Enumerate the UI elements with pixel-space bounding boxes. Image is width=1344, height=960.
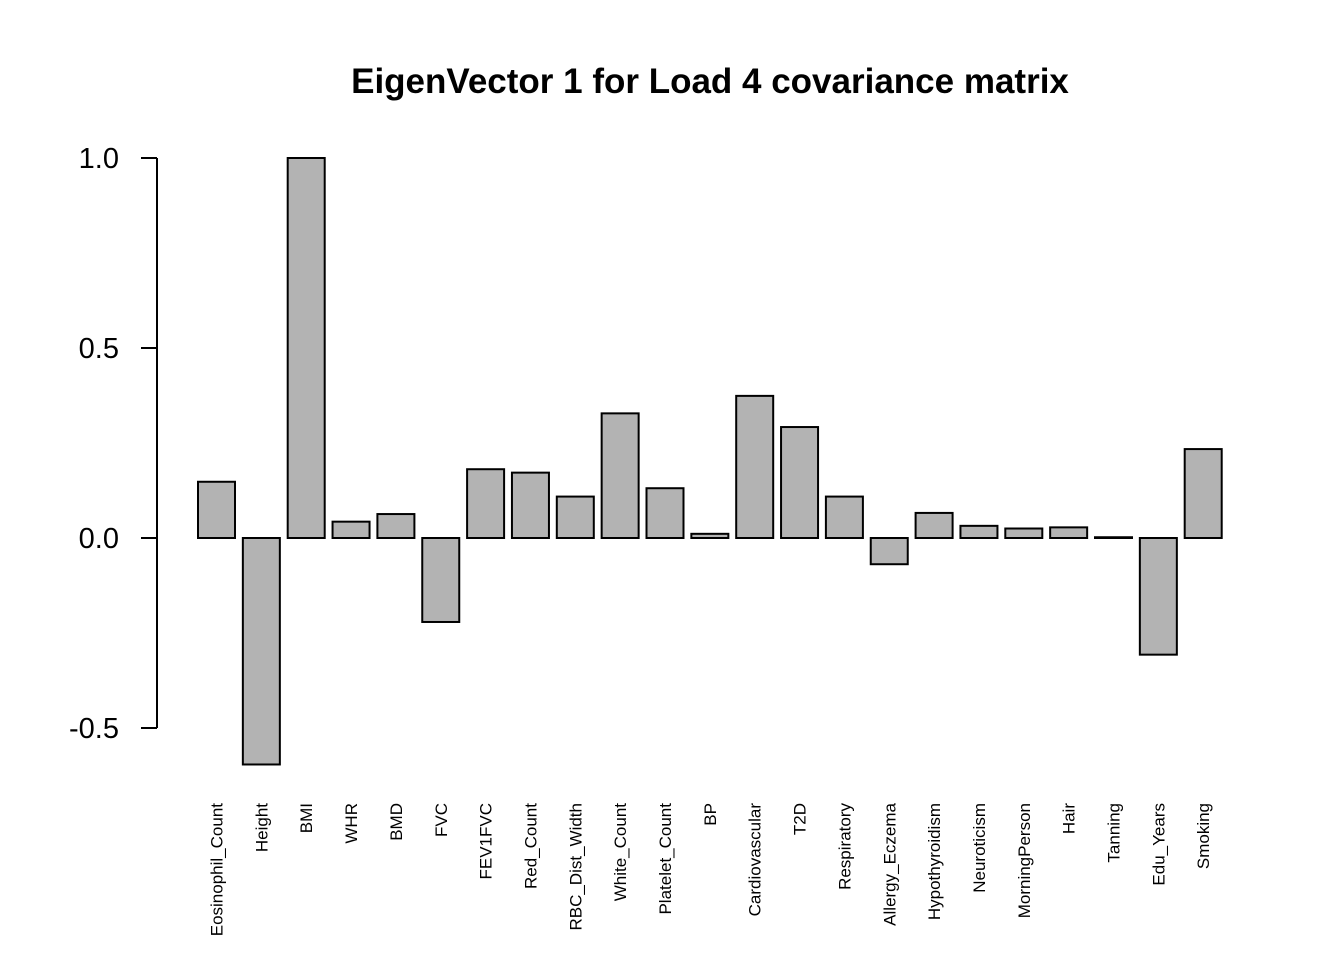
bar-bmd <box>376 513 416 539</box>
bar-cardiovascular <box>735 394 775 539</box>
bar-red-count <box>510 471 550 540</box>
bar-fev1fvc <box>466 468 506 539</box>
x-tick-label: MorningPerson <box>1015 803 1034 918</box>
y-tick-label: 1.0 <box>79 143 119 175</box>
y-axis: -0.5 0.0 0.5 1.0 <box>69 143 158 745</box>
bar-height <box>241 537 281 766</box>
x-tick-label: Allergy_Eczema <box>880 802 899 925</box>
x-tick-label: Edu_Years <box>1149 803 1168 886</box>
x-tick-label: Hypothyroidism <box>925 803 944 920</box>
x-tick-label: T2D <box>791 803 810 835</box>
x-tick-label: White_Count <box>611 803 630 902</box>
bar-bmi <box>286 157 326 539</box>
x-tick-label: Neuroticism <box>970 803 989 893</box>
x-tick-label: Tanning <box>1105 803 1124 863</box>
x-tick-label: FVC <box>432 803 451 837</box>
x-tick-label: Hair <box>1060 803 1079 835</box>
bar-bp <box>690 532 730 540</box>
bar-smoking <box>1183 448 1223 539</box>
x-tick-label: BMD <box>387 803 406 841</box>
bar-hypothyroidism <box>914 511 954 539</box>
bar-white-count <box>600 412 640 539</box>
x-tick-label: Eosinophil_Count <box>208 803 227 937</box>
bar-eosinophil-count <box>197 480 236 540</box>
y-tick-label: -0.5 <box>69 713 119 745</box>
x-tick-label: BMI <box>297 803 316 833</box>
x-tick-label: Respiratory <box>835 803 854 890</box>
bar-tanning <box>1094 536 1133 539</box>
y-tick-label: 0.0 <box>79 523 119 555</box>
chart-title: EigenVector 1 for Load 4 covariance matr… <box>351 62 1069 101</box>
bars <box>197 157 1223 766</box>
bar-neuroticism <box>959 524 999 540</box>
bar-morningperson <box>1004 527 1044 539</box>
bar-respiratory <box>824 495 864 539</box>
y-tick-label: 0.5 <box>79 333 119 365</box>
x-tick-label: BP <box>701 803 720 826</box>
x-axis-labels: Eosinophil_Count Height BMI WHR BMD FVC FEV1FV… <box>208 802 1214 936</box>
bar-hair <box>1049 526 1089 539</box>
bar-rbc-dist-width <box>555 495 595 539</box>
bar-fvc <box>421 537 461 623</box>
x-tick-label: Height <box>252 803 271 852</box>
x-tick-label: WHR <box>342 803 361 844</box>
bar-edu-years <box>1138 537 1178 656</box>
x-tick-label: Smoking <box>1194 803 1213 869</box>
bar-allergy-eczema <box>869 537 909 566</box>
x-tick-label: Platelet_Count <box>656 803 675 915</box>
x-tick-label: Cardiovascular <box>746 803 765 917</box>
bar-t2d <box>780 426 820 540</box>
x-tick-label: FEV1FVC <box>477 803 496 880</box>
x-tick-label: Red_Count <box>521 803 540 889</box>
bar-whr <box>331 520 371 539</box>
x-tick-label: RBC_Dist_Width <box>566 803 585 931</box>
bar-platelet-count <box>645 487 685 539</box>
